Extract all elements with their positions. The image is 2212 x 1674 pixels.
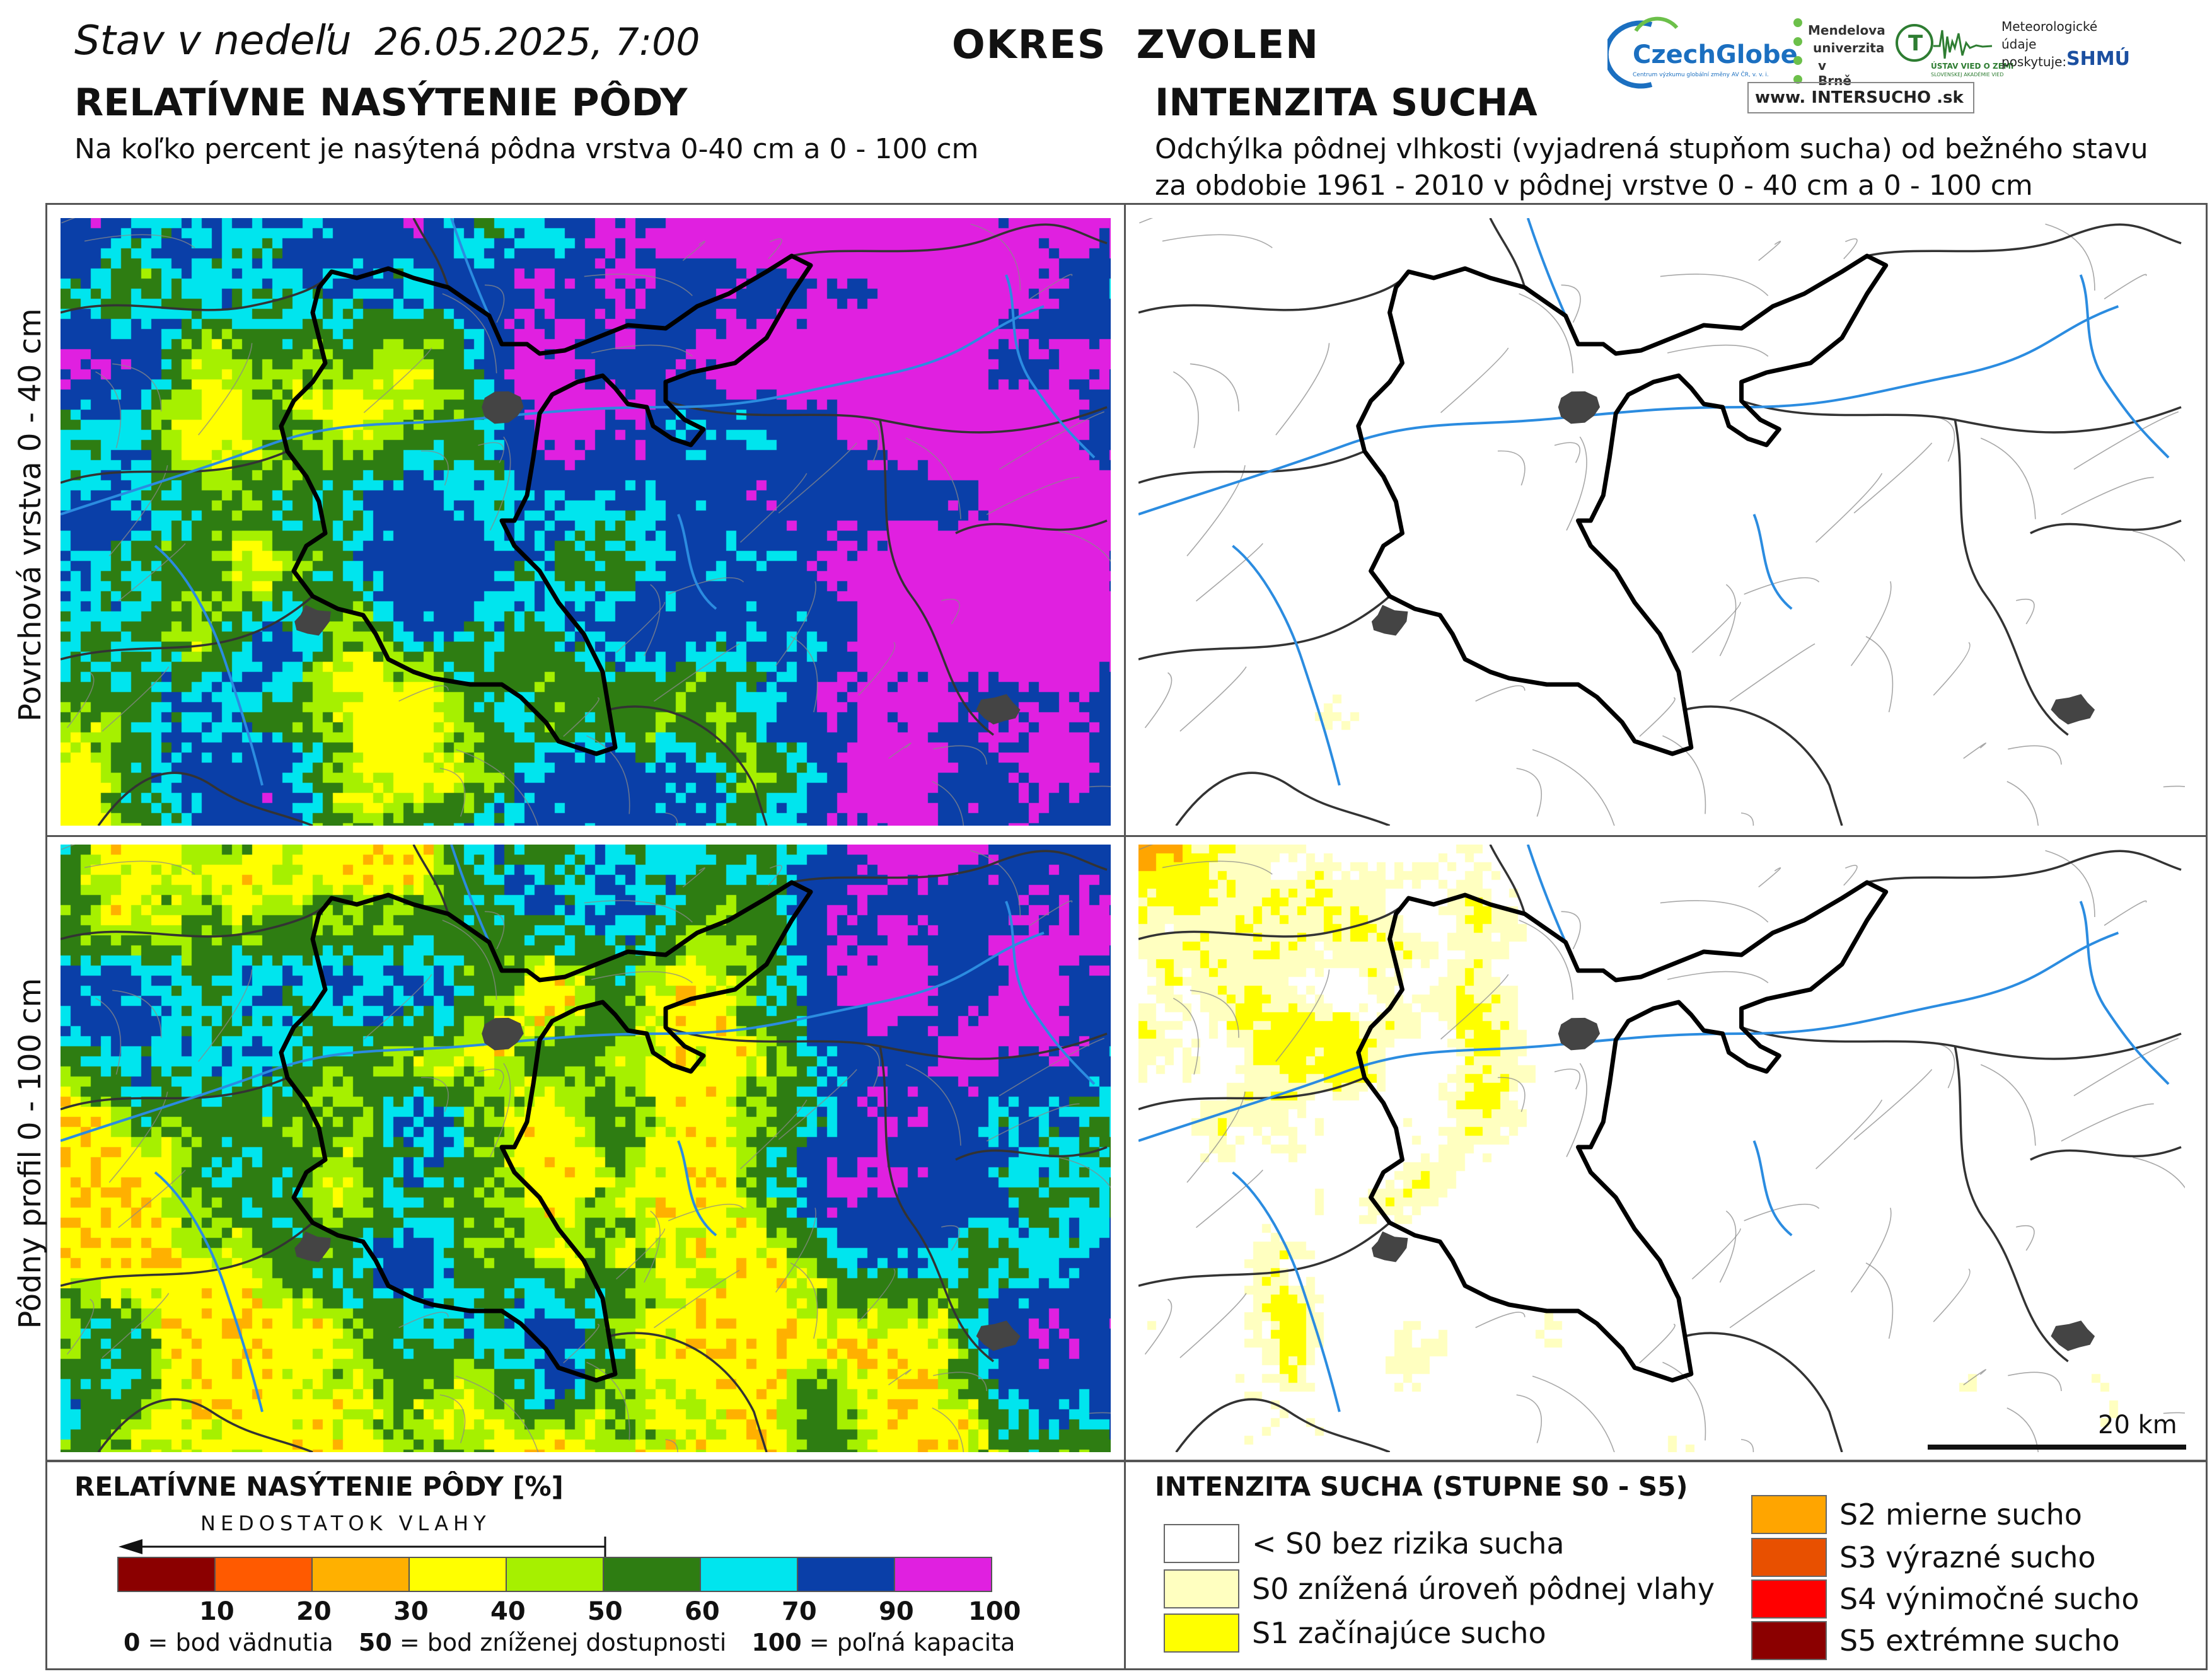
- drought-legend-label: S4 výnimočné sucho: [1839, 1582, 2140, 1616]
- scale-swatch: [506, 1557, 604, 1592]
- czechglobe-logo: CzechGlobe Centrum výzkumu globální změn…: [1603, 15, 1798, 91]
- drought-legend-title: INTENZITA SUCHA (STUPNE S0 - S5): [1155, 1471, 1688, 1502]
- drought-swatch: [1164, 1524, 1239, 1563]
- district-title: OKRES ZVOLEN: [952, 21, 1319, 67]
- uvz-sub: SLOVENSKEJ AKADÉMIE VIED: [1931, 72, 2004, 78]
- drought-swatch: [1751, 1495, 1827, 1534]
- czechglobe-sub: Centrum výzkumu globální změny AV ČR, v.…: [1633, 72, 1769, 78]
- saturation-raster-profile: [61, 845, 1111, 1452]
- scale-tick-label: 20: [296, 1597, 332, 1626]
- legend-frame: [45, 1460, 2208, 1670]
- drought-raster-topsoil: [1138, 218, 2185, 826]
- mendelu-line3: v Brně: [1818, 58, 1851, 88]
- boundaries-overlay: [61, 845, 1111, 1452]
- drought-map-topsoil: [1138, 218, 2185, 826]
- status-date: 26.05.2025, 7:00: [374, 20, 700, 64]
- scale-tick-label: 30: [393, 1597, 429, 1626]
- drought-legend-label: S1 začínajúce sucho: [1252, 1616, 1546, 1650]
- saturation-color-scale: [117, 1557, 1025, 1595]
- note-100-text: = poľná kapacita: [801, 1629, 1016, 1656]
- drought-raster-profile: [1138, 845, 2185, 1452]
- drought-swatch: [1751, 1579, 1827, 1619]
- mendelu-dots-icon: [1793, 18, 1802, 84]
- drought-swatch: [1164, 1613, 1239, 1653]
- mendelu-line2: univerzita: [1813, 40, 1885, 55]
- right-section-subtitle-1: Odchýlka pôdnej vlhkosti (vyjadrená stup…: [1155, 133, 2148, 165]
- scale-tick-label: 40: [490, 1597, 526, 1626]
- row-label-bottom: Pôdny profil 0 - 100 cm: [13, 978, 48, 1329]
- drought-legend-label: < S0 bez rizika sucha: [1252, 1527, 1565, 1561]
- meteo-line1: Meteorologické: [2001, 19, 2098, 34]
- mendelu-logo: Mendelova univerzita v Brně: [1790, 15, 1885, 103]
- intersucho-banner: www. INTERSUCHO .sk: [1747, 82, 1974, 113]
- drought-map-profile: [1138, 845, 2185, 1452]
- deficit-arrow-icon: [119, 1537, 606, 1558]
- status-prefix: Stav v nedeľu: [74, 18, 352, 64]
- seismograph-icon: T: [1896, 24, 1993, 62]
- note-0-value: 0: [124, 1629, 141, 1656]
- scale-swatch: [894, 1557, 992, 1592]
- saturation-legend-title: RELATÍVNE NASÝTENIE PÔDY [%]: [74, 1471, 564, 1502]
- left-section-title: RELATÍVNE NASÝTENIE PÔDY: [74, 81, 688, 125]
- right-section-subtitle-2: za obdobie 1961 - 2010 v pôdnej vrstve 0…: [1155, 170, 2033, 202]
- scale-swatch: [214, 1557, 313, 1592]
- saturation-tick-labels: 10 20 30 40 50 60 70 90 100: [117, 1595, 1063, 1626]
- grid-line-bottom: [45, 1460, 2208, 1462]
- drought-swatch: [1751, 1621, 1827, 1660]
- saturation-map-profile: [61, 845, 1111, 1452]
- meteo-provider: Meteorologické údaje poskytuje:: [2001, 19, 2102, 95]
- boundaries-overlay: [61, 218, 1111, 826]
- czechglobe-name: CzechGlobe: [1633, 40, 1798, 69]
- meteo-line2: údaje: [2001, 37, 2037, 52]
- scale-tick-label: 50: [588, 1597, 623, 1626]
- scale-tick-label: 70: [782, 1597, 817, 1626]
- scale-swatch: [408, 1557, 507, 1592]
- uvz-name: ÚSTAV VIED O ZEMI: [1931, 62, 2014, 71]
- grid-line-middle: [45, 835, 2208, 837]
- svg-text:T: T: [1908, 31, 1923, 56]
- saturation-raster-topsoil: [61, 218, 1111, 826]
- scale-bar-line: [1928, 1445, 2186, 1450]
- drought-legend-label: S3 výrazné sucho: [1839, 1540, 2096, 1574]
- grid-line-vertical: [1124, 203, 1126, 1670]
- note-100-value: 100: [751, 1629, 802, 1656]
- shmu-logo: SHMÚ: [2066, 48, 2130, 70]
- logo-group: CzechGlobe Centrum výzkumu globální změn…: [1603, 11, 2194, 122]
- drought-swatch: [1164, 1569, 1239, 1608]
- right-section-title: INTENZITA SUCHA: [1155, 81, 1537, 125]
- drought-legend-label: S5 extrémne sucho: [1839, 1624, 2120, 1658]
- boundaries-overlay: [1138, 845, 2185, 1452]
- mendelu-line1: Mendelova: [1808, 23, 1885, 38]
- note-50-value: 50: [358, 1629, 392, 1656]
- scale-tick-label: 10: [199, 1597, 235, 1626]
- scale-swatch: [311, 1557, 410, 1592]
- scale-swatch: [797, 1557, 895, 1592]
- uvz-logo: T ÚSTAV VIED O ZEMI SLOVENSKEJ AKADÉMIE …: [1894, 18, 2013, 93]
- scale-tick-label: 100: [968, 1597, 1021, 1626]
- scale-tick-label: 90: [879, 1597, 914, 1626]
- note-50-text: = bod zníženej dostupnosti: [391, 1629, 727, 1656]
- intersucho-url: www. INTERSUCHO .sk: [1755, 88, 1964, 107]
- scale-tick-label: 60: [685, 1597, 720, 1626]
- deficit-arrow-label: NEDOSTATOK VLAHY: [200, 1511, 491, 1535]
- drought-legend-label: S0 znížená úroveň pôdnej vlahy: [1252, 1572, 1715, 1606]
- scale-swatch: [603, 1557, 701, 1592]
- scale-swatch: [700, 1557, 798, 1592]
- row-label-top: Povrchová vrstva 0 - 40 cm: [13, 308, 48, 722]
- drought-legend-label: S2 mierne sucho: [1839, 1498, 2082, 1532]
- scale-swatch: [117, 1557, 216, 1592]
- saturation-notes: 0 = bod vädnutia 50 = bod zníženej dostu…: [124, 1629, 1015, 1656]
- saturation-map-topsoil: [61, 218, 1111, 826]
- scale-bar-label: 20 km: [2098, 1411, 2177, 1440]
- drought-swatch: [1751, 1538, 1827, 1577]
- left-section-subtitle: Na koľko percent je nasýtená pôdna vrstv…: [74, 133, 979, 165]
- note-0-text: = bod vädnutia: [140, 1629, 333, 1656]
- meteo-line3: poskytuje:: [2001, 54, 2067, 69]
- boundaries-overlay: [1138, 218, 2185, 826]
